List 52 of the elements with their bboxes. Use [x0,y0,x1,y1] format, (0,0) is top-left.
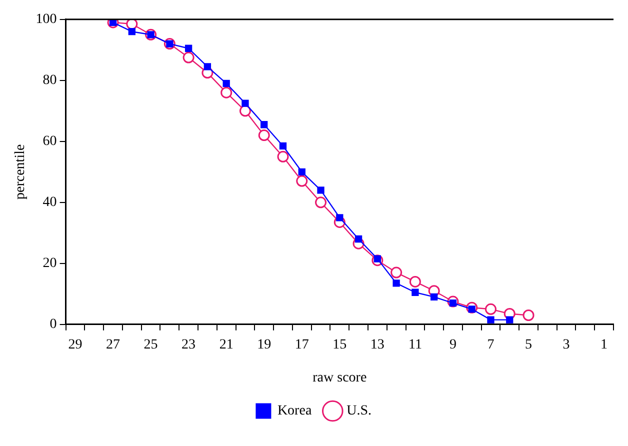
legend-label: Korea [277,404,312,419]
x-tick-label: 27 [106,337,120,352]
point [390,266,402,278]
point [260,121,268,128]
y-tick-label: 0 [50,317,57,332]
x-tick-label: 21 [219,337,234,352]
y-tick-label: 60 [42,134,57,150]
x-tick-label: 7 [487,337,494,352]
point [522,310,534,321]
legend-label: U.S. [346,404,372,419]
point [128,28,136,36]
x-tick-label: 29 [68,337,82,352]
x-tick-label: 9 [449,337,456,352]
point [258,130,270,142]
x-tick-label: 3 [562,337,570,352]
point [277,150,289,162]
x-tick-label: 17 [294,337,309,352]
point [317,186,324,194]
point [126,19,138,30]
y-tick-label: 40 [42,195,57,210]
point [412,288,419,296]
x-tick-label: 5 [525,337,532,352]
point [487,316,494,324]
point [315,196,327,208]
y-tick-label: 100 [36,12,57,28]
point [484,303,496,315]
point [506,316,514,324]
point [279,142,287,150]
y-tick-label: 80 [42,73,57,88]
point [220,86,232,98]
point [392,280,400,287]
x-tick-label: 15 [332,337,347,352]
y-tick-label: 20 [42,256,57,272]
point [296,175,308,187]
point [298,168,306,176]
x-tick-label: 23 [182,337,196,352]
point [430,293,438,301]
x-tick-label: 19 [257,337,272,352]
x-axis-title: raw score [312,370,367,386]
point [354,235,362,243]
point [409,276,421,288]
point [336,214,344,222]
point [204,63,212,70]
x-tick-label: 1 [600,337,608,352]
point [182,52,194,64]
point [222,80,230,88]
x-tick-label: 11 [408,337,422,352]
x-tick-label: 13 [370,337,384,352]
point [242,100,249,107]
x-tick-label: 25 [144,337,158,352]
y-axis-title: percentile [13,144,28,200]
point [184,44,192,52]
